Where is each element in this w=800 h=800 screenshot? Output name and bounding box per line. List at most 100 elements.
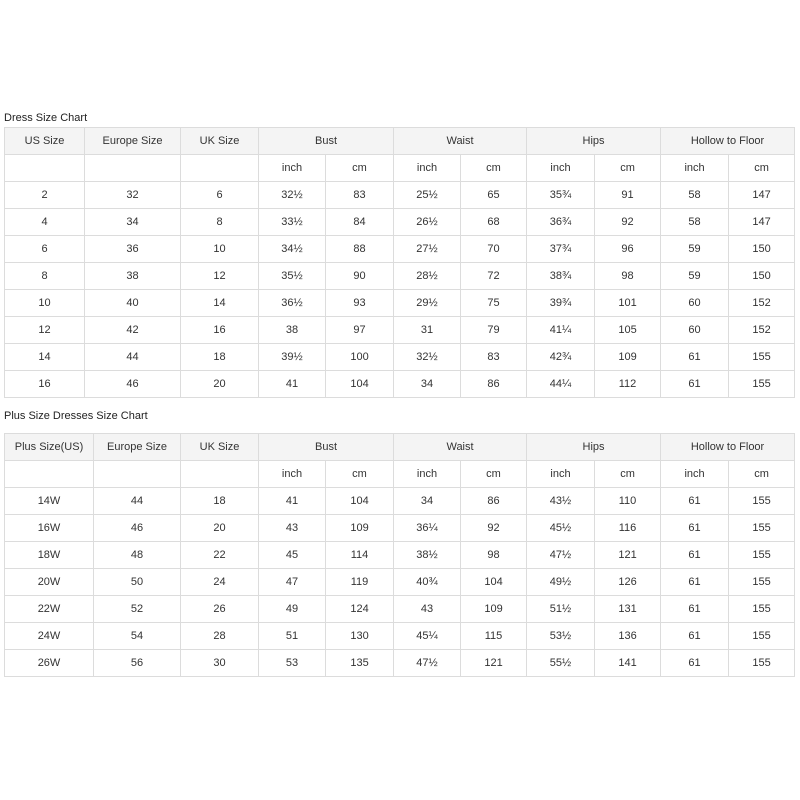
- data-row: 24W 54 28 51 130 45¼ 115 53½ 136 61 155: [4, 622, 796, 650]
- cell: 37¾: [526, 235, 596, 263]
- cell: 33½: [258, 208, 326, 236]
- cell: 36¼: [393, 514, 462, 542]
- cell: 27½: [393, 235, 462, 263]
- cell: 44: [93, 487, 181, 515]
- cell: 61: [660, 568, 730, 596]
- subheader: cm: [594, 154, 662, 182]
- cell: 32: [84, 181, 181, 209]
- subheader: cm: [460, 154, 528, 182]
- group-header: Hollow to Floor: [660, 433, 796, 461]
- cell: 104: [324, 487, 395, 515]
- subheader: cm: [594, 460, 662, 488]
- subheader: inch: [393, 460, 462, 488]
- cell: 42: [84, 316, 181, 344]
- cell: 53: [258, 649, 326, 677]
- cell: 72: [460, 262, 528, 290]
- cell: 92: [594, 208, 662, 236]
- cell: 35¾: [526, 181, 596, 209]
- cell: 59: [660, 262, 730, 290]
- cell: 55½: [526, 649, 596, 677]
- data-row: 14 44 18 39½ 100 32½ 83 42¾ 109 61 155: [4, 343, 796, 371]
- cell: 109: [324, 514, 395, 542]
- size-table: Plus Size(US) Europe Size UK Size Bust Waist…: [4, 433, 796, 677]
- cell: 48: [93, 541, 181, 569]
- cell: 12: [4, 316, 85, 344]
- cell: 155: [728, 568, 796, 596]
- header-row: Plus Size(US) Europe Size UK Size Bust Waist…: [4, 433, 796, 461]
- cell: 155: [728, 487, 796, 515]
- cell: 86: [460, 487, 528, 515]
- cell: 45: [258, 541, 326, 569]
- subheader: cm: [460, 460, 528, 488]
- cell: 10: [4, 289, 85, 317]
- cell: 61: [660, 622, 730, 650]
- data-row: 2 32 6 32½ 83 25½ 65 35¾ 91 58 147: [4, 181, 796, 209]
- cell: 51½: [526, 595, 596, 623]
- empty-cell: [4, 154, 85, 182]
- column-header: UK Size: [180, 433, 259, 461]
- cell: 150: [728, 262, 796, 290]
- size-table: US Size Europe Size UK Size Bust Waist Hips Ho…: [4, 127, 796, 398]
- cell: 114: [324, 541, 395, 569]
- cell: 131: [594, 595, 662, 623]
- cell: 4: [4, 208, 85, 236]
- cell: 75: [460, 289, 528, 317]
- column-header: UK Size: [180, 127, 259, 155]
- cell: 61: [660, 595, 730, 623]
- cell: 155: [728, 622, 796, 650]
- cell: 25½: [393, 181, 462, 209]
- cell: 24: [180, 568, 259, 596]
- cell: 147: [728, 181, 796, 209]
- cell: 79: [460, 316, 528, 344]
- cell: 83: [324, 181, 395, 209]
- cell: 39¾: [526, 289, 596, 317]
- cell: 61: [660, 514, 730, 542]
- cell: 20W: [4, 568, 94, 596]
- empty-cell: [93, 460, 181, 488]
- cell: 155: [728, 343, 796, 371]
- subheader: inch: [526, 154, 596, 182]
- cell: 91: [594, 181, 662, 209]
- cell: 41: [258, 487, 326, 515]
- cell: 155: [728, 370, 796, 398]
- data-row: 16 46 20 41 104 34 86 44¼ 112 61 155: [4, 370, 796, 398]
- cell: 26½: [393, 208, 462, 236]
- cell: 83: [460, 343, 528, 371]
- data-row: 18W 48 22 45 114 38½ 98 47½ 121 61 155: [4, 541, 796, 569]
- empty-cell: [180, 460, 259, 488]
- cell: 34: [393, 370, 462, 398]
- cell: 147: [728, 208, 796, 236]
- cell: 104: [460, 568, 528, 596]
- cell: 51: [258, 622, 326, 650]
- cell: 61: [660, 649, 730, 677]
- cell: 47: [258, 568, 326, 596]
- cell: 40¾: [393, 568, 462, 596]
- empty-cell: [84, 154, 181, 182]
- cell: 150: [728, 235, 796, 263]
- cell: 121: [460, 649, 528, 677]
- cell: 130: [324, 622, 395, 650]
- cell: 18: [180, 343, 259, 371]
- subheader: inch: [660, 154, 730, 182]
- cell: 29½: [393, 289, 462, 317]
- cell: 58: [660, 208, 730, 236]
- data-row: 16W 46 20 43 109 36¼ 92 45½ 116 61 155: [4, 514, 796, 542]
- cell: 61: [660, 541, 730, 569]
- cell: 20: [180, 370, 259, 398]
- cell: 104: [324, 370, 395, 398]
- column-header: Plus Size(US): [4, 433, 94, 461]
- cell: 8: [4, 262, 85, 290]
- subheader: cm: [728, 460, 796, 488]
- group-header: Bust: [257, 433, 395, 461]
- cell: 116: [594, 514, 662, 542]
- cell: 43: [258, 514, 326, 542]
- cell: 61: [660, 343, 730, 371]
- cell: 44: [84, 343, 181, 371]
- cell: 34: [393, 487, 462, 515]
- cell: 39½: [258, 343, 326, 371]
- cell: 155: [728, 541, 796, 569]
- cell: 135: [324, 649, 395, 677]
- cell: 110: [594, 487, 662, 515]
- cell: 126: [594, 568, 662, 596]
